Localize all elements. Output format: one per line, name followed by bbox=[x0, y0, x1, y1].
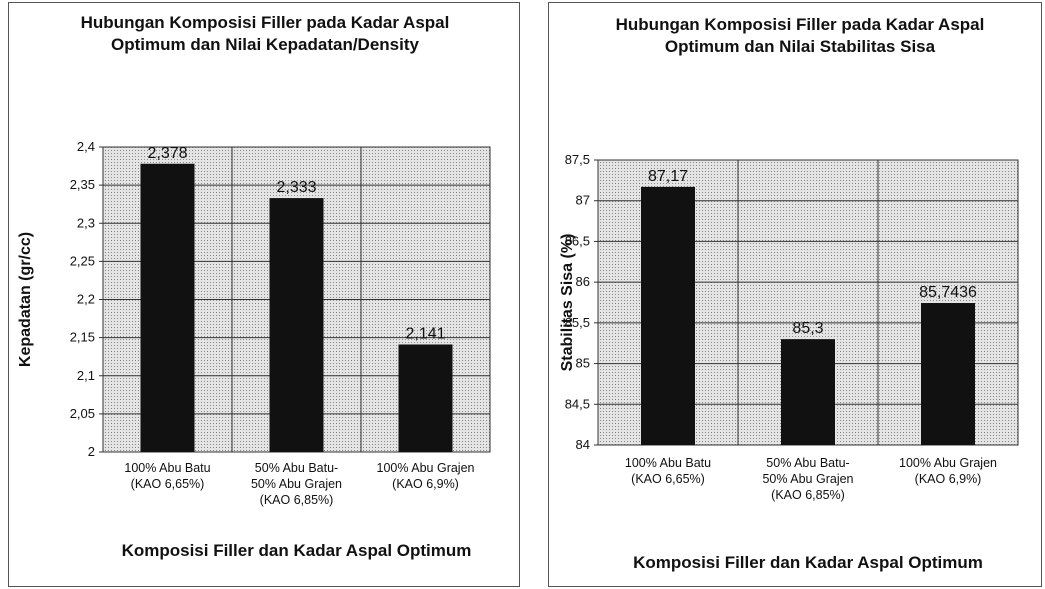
y-tick-label: 87 bbox=[576, 193, 590, 208]
bar bbox=[398, 344, 453, 452]
x-tick-label: 100% Abu Batu (KAO 6,65%) bbox=[624, 456, 712, 486]
y-tick-label: 2,35 bbox=[70, 177, 95, 192]
value-label: 2,141 bbox=[405, 325, 445, 342]
value-label: 2,378 bbox=[147, 145, 187, 162]
y-tick-label: 86,5 bbox=[565, 233, 590, 248]
x-tick-label: 50% Abu Batu-50% Abu Grajen (KAO 6,85%) bbox=[250, 461, 343, 507]
chart-title: Hubungan Komposisi Filler pada Kadar Asp… bbox=[615, 15, 985, 56]
y-axis-label: Kepadatan (gr/cc) bbox=[17, 232, 34, 367]
y-tick-label: 2,1 bbox=[77, 368, 95, 383]
y-tick-label: 2,4 bbox=[77, 139, 95, 154]
bar bbox=[921, 303, 975, 445]
value-label: 85,3 bbox=[792, 320, 823, 337]
y-tick-label: 85,5 bbox=[565, 315, 590, 330]
x-axis-label: Komposisi Filler dan Kadar Aspal Optimum bbox=[633, 553, 983, 572]
y-tick-label: 2,05 bbox=[70, 406, 95, 421]
y-tick-label: 84 bbox=[576, 437, 590, 452]
value-label: 87,17 bbox=[648, 168, 688, 185]
y-tick-label: 2,3 bbox=[77, 215, 95, 230]
y-axis-label: Stabilitas Sisa (%) bbox=[559, 234, 576, 372]
bar bbox=[269, 198, 324, 452]
y-tick-label: 86 bbox=[576, 274, 590, 289]
x-tick-label: 100% Abu Batu (KAO 6,65%) bbox=[124, 461, 211, 491]
bar bbox=[781, 339, 835, 445]
x-tick-label: 50% Abu Batu-50% Abu Grajen (KAO 6,85%) bbox=[762, 456, 854, 502]
y-tick-label: 2,15 bbox=[70, 330, 95, 345]
value-label: 85,7436 bbox=[919, 284, 977, 301]
y-tick-label: 2,2 bbox=[77, 292, 95, 307]
chart-title: Hubungan Komposisi Filler pada Kadar Asp… bbox=[80, 13, 450, 54]
value-label: 2,333 bbox=[276, 179, 316, 196]
y-tick-label: 85 bbox=[576, 356, 590, 371]
y-tick-label: 2 bbox=[88, 444, 95, 459]
bar bbox=[641, 186, 695, 445]
y-tick-label: 2,25 bbox=[70, 253, 95, 268]
x-tick-label: 100% Abu Grajen (KAO 6,9%) bbox=[376, 461, 475, 491]
x-tick-label: 100% Abu Grajen (KAO 6,9%) bbox=[899, 456, 997, 486]
y-tick-label: 84,5 bbox=[565, 396, 590, 411]
x-axis-label: Komposisi Filler dan Kadar Aspal Optimum bbox=[121, 541, 472, 560]
bar bbox=[140, 163, 195, 452]
y-tick-label: 87,5 bbox=[565, 152, 590, 167]
